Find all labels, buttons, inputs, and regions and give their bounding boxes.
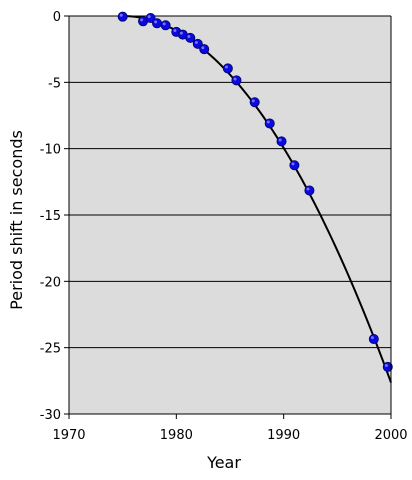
y-tick-label: 0 xyxy=(53,10,61,25)
x-tick-label: 1970 xyxy=(52,428,85,443)
axes xyxy=(64,15,392,419)
data-point xyxy=(145,12,156,23)
data-points-layer xyxy=(117,11,393,372)
data-point xyxy=(249,97,260,108)
data-point xyxy=(304,185,315,196)
y-tick-label: -30 xyxy=(40,408,61,423)
data-point xyxy=(185,32,196,43)
data-point xyxy=(117,11,128,22)
data-point xyxy=(231,75,242,86)
data-point xyxy=(276,136,287,147)
data-point xyxy=(222,63,233,74)
data-point xyxy=(289,160,300,171)
data-point xyxy=(199,44,210,55)
y-tick-label: -20 xyxy=(40,275,61,290)
data-point xyxy=(192,38,203,49)
x-tick-label: 1980 xyxy=(160,428,193,443)
x-axis-label: Year xyxy=(206,453,241,472)
y-tick-label: -15 xyxy=(40,209,61,224)
tick-labels: 0 -5 -10 -15 -20 -25 -30 1970 1980 1990 2000 xyxy=(40,10,408,443)
y-tick-label: -10 xyxy=(40,143,61,158)
y-axis-label: Period shift in seconds xyxy=(7,130,26,310)
x-tick-label: 1990 xyxy=(267,428,300,443)
data-point xyxy=(264,118,275,129)
data-point xyxy=(382,361,393,372)
data-point xyxy=(368,334,379,345)
data-point xyxy=(160,20,171,31)
data-point xyxy=(152,18,163,29)
x-tick-label: 2000 xyxy=(374,428,407,443)
y-tick-label: -5 xyxy=(48,76,61,91)
y-tick-label: -25 xyxy=(40,342,61,357)
